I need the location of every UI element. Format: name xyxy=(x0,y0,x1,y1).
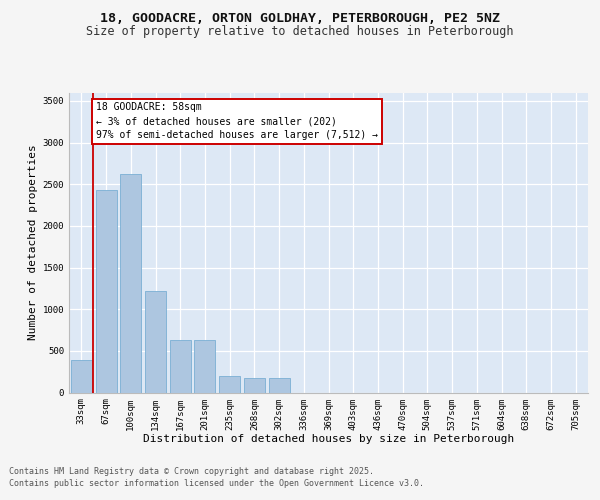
Text: 18 GOODACRE: 58sqm
← 3% of detached houses are smaller (202)
97% of semi-detache: 18 GOODACRE: 58sqm ← 3% of detached hous… xyxy=(95,102,377,141)
Y-axis label: Number of detached properties: Number of detached properties xyxy=(28,144,38,340)
Text: 18, GOODACRE, ORTON GOLDHAY, PETERBOROUGH, PE2 5NZ: 18, GOODACRE, ORTON GOLDHAY, PETERBOROUG… xyxy=(100,12,500,26)
Bar xyxy=(71,360,92,392)
Bar xyxy=(269,378,290,392)
Bar xyxy=(244,378,265,392)
Bar xyxy=(170,340,191,392)
Bar xyxy=(219,376,240,392)
Bar xyxy=(194,340,215,392)
X-axis label: Distribution of detached houses by size in Peterborough: Distribution of detached houses by size … xyxy=(143,434,514,444)
Bar xyxy=(95,190,116,392)
Text: Contains HM Land Registry data © Crown copyright and database right 2025.: Contains HM Land Registry data © Crown c… xyxy=(9,466,374,475)
Text: Size of property relative to detached houses in Peterborough: Size of property relative to detached ho… xyxy=(86,26,514,38)
Text: Contains public sector information licensed under the Open Government Licence v3: Contains public sector information licen… xyxy=(9,480,424,488)
Bar xyxy=(145,291,166,392)
Bar xyxy=(120,174,141,392)
